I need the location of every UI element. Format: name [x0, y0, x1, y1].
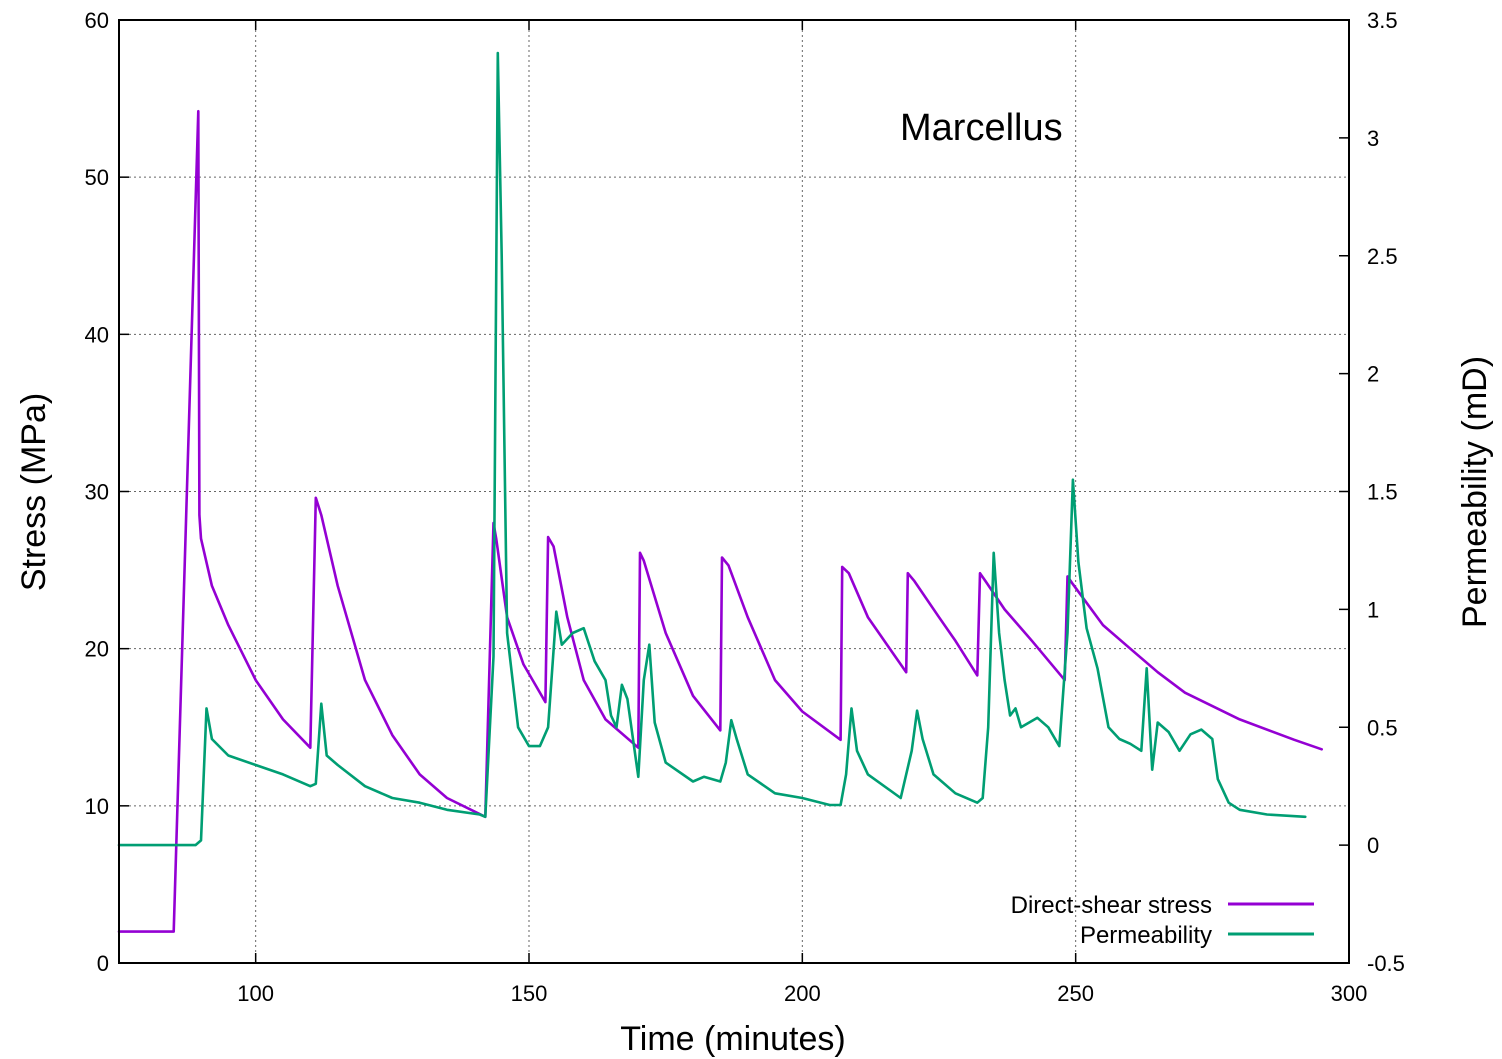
y2-tick-label: 0 — [1367, 833, 1379, 858]
y2-tick-label: 3.5 — [1367, 8, 1398, 33]
y-tick-label: 40 — [85, 322, 109, 347]
gridlines — [119, 20, 1349, 963]
legend-label-permeability: Permeability — [1080, 922, 1212, 949]
legend-label-stress: Direct-shear stress — [1011, 892, 1212, 919]
x-axis-title: Time (minutes) — [620, 1020, 845, 1058]
y-tick-label: 60 — [85, 8, 109, 33]
y2-tick-label: 2.5 — [1367, 244, 1398, 269]
y-tick-label: 50 — [85, 165, 109, 190]
legend: Direct-shear stress Permeability — [1011, 892, 1314, 949]
x-tick-label: 100 — [237, 981, 274, 1006]
y2-tick-label: 2 — [1367, 362, 1379, 387]
series-line-permeability — [117, 51, 1307, 847]
series-line-direct-shear-stress — [117, 109, 1323, 933]
x-tick-label: 300 — [1331, 981, 1368, 1006]
x-tick-label: 200 — [784, 981, 821, 1006]
x-tick-label: 150 — [511, 981, 548, 1006]
series-lines — [117, 51, 1323, 933]
y-tick-label: 0 — [97, 951, 109, 976]
x-tick-label: 250 — [1057, 981, 1094, 1006]
y-tick-label: 10 — [85, 794, 109, 819]
y2-tick-label: 1 — [1367, 597, 1379, 622]
axis-ticks: 100 150 200 250 300 0 10 20 30 40 50 60 -0.5 0 0.5 1 1.5… — [85, 8, 1405, 1006]
y-axis-title-right: Permeability (mD) — [1456, 356, 1494, 628]
y2-tick-label: 0.5 — [1367, 715, 1398, 740]
y2-tick-label: 1.5 — [1367, 480, 1398, 505]
chart-annotation: Marcellus — [900, 107, 1063, 149]
y2-tick-label: 3 — [1367, 126, 1379, 151]
y-tick-label: 30 — [85, 480, 109, 505]
y-tick-label: 20 — [85, 637, 109, 662]
y-axis-title-left: Stress (MPa) — [15, 393, 53, 591]
y2-tick-label: -0.5 — [1367, 951, 1405, 976]
